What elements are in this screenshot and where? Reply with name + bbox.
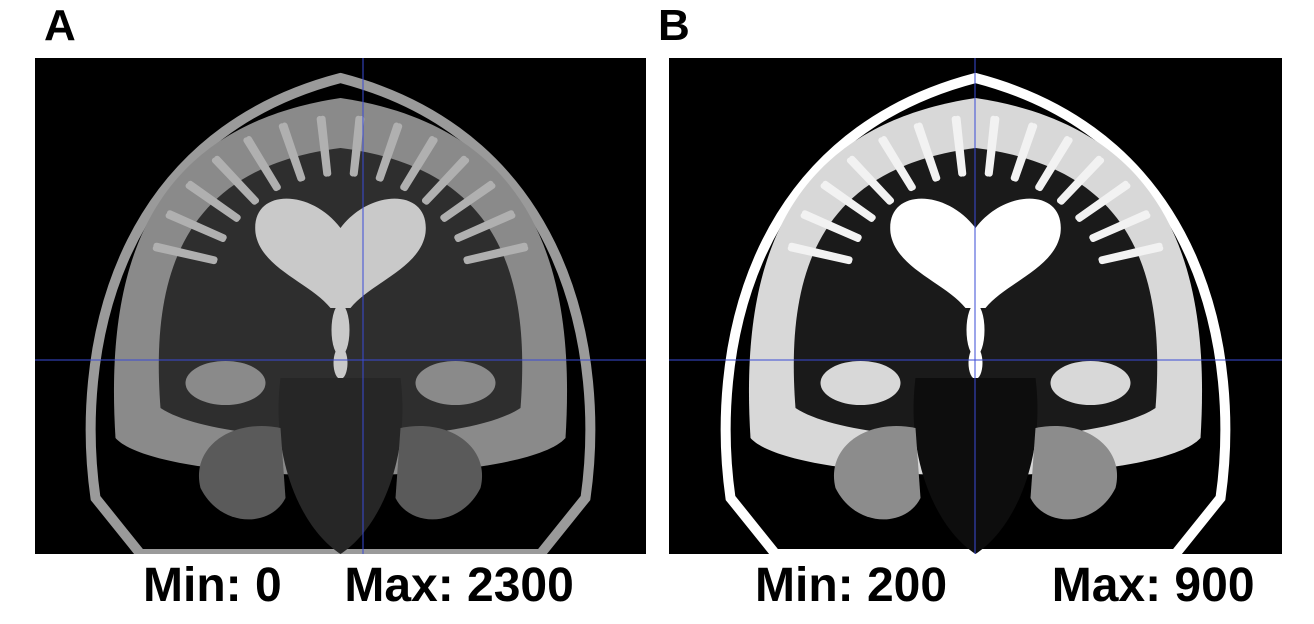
mri-viewer-b[interactable] <box>669 58 1282 554</box>
right-hippocampus <box>416 361 496 405</box>
window-level-a: Min: 0 Max: 2300 <box>143 562 574 610</box>
brainstem <box>279 378 403 554</box>
min-value-a: Min: 0 <box>143 562 282 610</box>
panel-b-label: B <box>658 4 690 48</box>
max-value-b: Max: 900 <box>1052 562 1255 610</box>
max-value-a: Max: 2300 <box>344 562 573 610</box>
mri-viewer-a[interactable] <box>35 58 646 554</box>
left-hippocampus <box>821 361 901 405</box>
fourth-ventricle <box>334 347 348 379</box>
right-hippocampus <box>1051 361 1131 405</box>
window-level-b: Min: 200 Max: 900 <box>755 562 1255 610</box>
mri-slice-b <box>669 58 1282 554</box>
panel-a-label: A <box>44 4 76 48</box>
min-value-b: Min: 200 <box>755 562 947 610</box>
mri-slice-a <box>35 58 646 554</box>
left-hippocampus <box>186 361 266 405</box>
